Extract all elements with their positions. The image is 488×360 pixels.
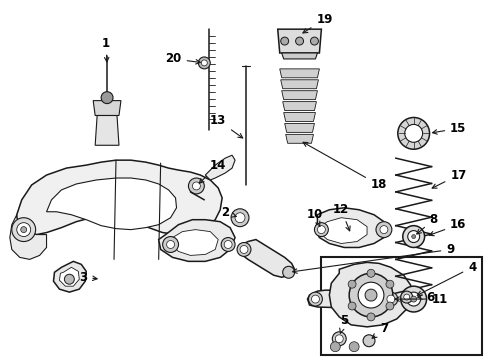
Circle shape — [347, 280, 355, 288]
Circle shape — [365, 289, 376, 301]
Text: 9: 9 — [292, 243, 453, 273]
Circle shape — [357, 282, 383, 308]
Text: 18: 18 — [303, 142, 386, 192]
Text: 4: 4 — [416, 261, 475, 295]
Polygon shape — [238, 239, 294, 277]
Polygon shape — [205, 155, 235, 180]
Circle shape — [101, 92, 113, 104]
Circle shape — [385, 302, 393, 310]
Circle shape — [411, 235, 415, 239]
Bar — [321, 257, 481, 355]
Circle shape — [64, 274, 74, 284]
Polygon shape — [170, 230, 218, 255]
Polygon shape — [95, 116, 119, 145]
Polygon shape — [328, 262, 411, 327]
Circle shape — [235, 213, 244, 223]
Circle shape — [224, 240, 232, 248]
Circle shape — [397, 117, 428, 149]
Circle shape — [12, 218, 36, 242]
Polygon shape — [283, 113, 315, 121]
Circle shape — [332, 332, 346, 346]
Polygon shape — [279, 69, 319, 78]
Polygon shape — [284, 123, 314, 132]
Circle shape — [198, 57, 210, 69]
Text: 13: 13 — [210, 114, 242, 138]
Circle shape — [400, 291, 412, 303]
Circle shape — [400, 286, 426, 312]
Circle shape — [221, 238, 235, 251]
Circle shape — [407, 231, 419, 243]
Text: 19: 19 — [303, 13, 332, 33]
Text: 11: 11 — [394, 293, 447, 306]
Circle shape — [386, 295, 394, 303]
Circle shape — [163, 237, 178, 252]
Text: 7: 7 — [371, 322, 387, 338]
Circle shape — [280, 37, 288, 45]
Circle shape — [410, 296, 416, 302]
Circle shape — [201, 60, 207, 66]
Circle shape — [166, 240, 174, 248]
Text: 8: 8 — [416, 213, 437, 234]
Circle shape — [308, 292, 322, 306]
Polygon shape — [60, 267, 79, 286]
Polygon shape — [46, 178, 176, 230]
Circle shape — [383, 292, 397, 306]
Circle shape — [231, 209, 248, 227]
Circle shape — [310, 37, 318, 45]
Text: 14: 14 — [199, 159, 226, 183]
Text: 20: 20 — [165, 53, 200, 66]
Circle shape — [375, 222, 391, 238]
Polygon shape — [17, 160, 222, 235]
Text: 16: 16 — [428, 218, 466, 236]
Circle shape — [379, 226, 387, 234]
Circle shape — [348, 342, 358, 352]
Polygon shape — [10, 215, 46, 260]
Circle shape — [240, 246, 247, 253]
Polygon shape — [315, 208, 386, 247]
Text: 10: 10 — [305, 208, 322, 226]
Polygon shape — [277, 29, 321, 53]
Text: 3: 3 — [79, 271, 97, 284]
Circle shape — [335, 335, 343, 343]
Circle shape — [20, 227, 27, 233]
Polygon shape — [281, 53, 317, 59]
Circle shape — [385, 280, 393, 288]
Text: 6: 6 — [417, 291, 434, 303]
Circle shape — [347, 302, 355, 310]
Circle shape — [295, 37, 303, 45]
Polygon shape — [93, 100, 121, 116]
Circle shape — [17, 223, 31, 237]
Polygon shape — [280, 80, 318, 89]
Circle shape — [188, 178, 204, 194]
Text: 17: 17 — [431, 168, 466, 188]
Circle shape — [406, 292, 420, 306]
Circle shape — [402, 226, 424, 247]
Circle shape — [362, 335, 374, 347]
Polygon shape — [158, 220, 235, 261]
Circle shape — [317, 226, 325, 234]
Circle shape — [404, 125, 422, 142]
Circle shape — [366, 313, 374, 321]
Polygon shape — [319, 218, 366, 243]
Text: 5: 5 — [339, 314, 347, 333]
Text: 2: 2 — [221, 206, 236, 219]
Text: 15: 15 — [432, 122, 466, 135]
Circle shape — [282, 266, 294, 278]
Circle shape — [314, 223, 327, 237]
Polygon shape — [281, 91, 317, 100]
Circle shape — [311, 295, 319, 303]
Circle shape — [237, 243, 250, 256]
Circle shape — [348, 273, 392, 317]
Circle shape — [192, 182, 200, 190]
Text: 12: 12 — [332, 203, 349, 231]
Circle shape — [366, 269, 374, 277]
Polygon shape — [53, 261, 86, 292]
Text: 1: 1 — [102, 37, 110, 62]
Circle shape — [330, 342, 340, 352]
Circle shape — [403, 294, 409, 300]
Polygon shape — [307, 290, 398, 309]
Polygon shape — [282, 102, 316, 111]
Polygon shape — [285, 134, 313, 143]
